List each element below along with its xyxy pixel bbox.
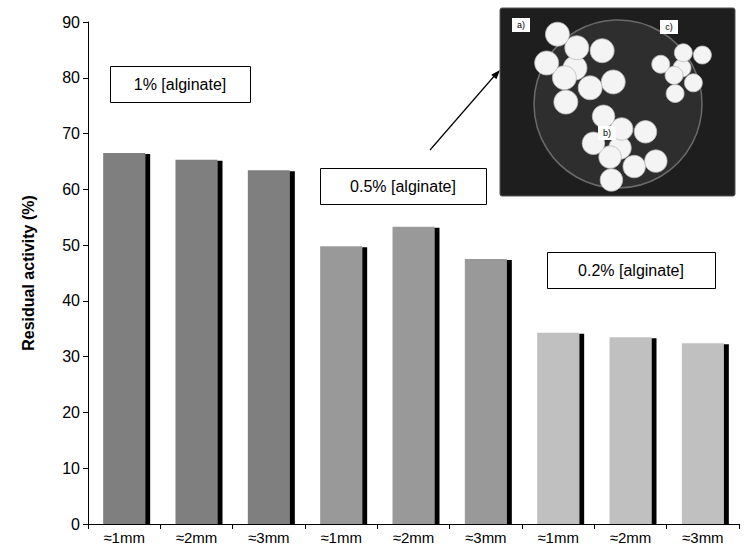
svg-text:0.5% [alginate]: 0.5% [alginate] [350,178,456,195]
svg-text:30: 30 [62,348,80,365]
svg-text:0.2% [alginate]: 0.2% [alginate] [578,262,684,279]
svg-text:≈2mm: ≈2mm [393,529,435,546]
svg-text:Residual activity (%): Residual activity (%) [20,195,37,351]
svg-text:50: 50 [62,237,80,254]
svg-text:≈3mm: ≈3mm [248,529,290,546]
svg-text:10: 10 [62,460,80,477]
svg-text:80: 80 [62,69,80,86]
svg-text:≈2mm: ≈2mm [176,529,218,546]
svg-text:≈2mm: ≈2mm [610,529,652,546]
svg-text:≈3mm: ≈3mm [465,529,507,546]
svg-text:40: 40 [62,292,80,309]
svg-text:≈1mm: ≈1mm [537,529,579,546]
svg-text:a): a) [517,20,525,30]
svg-text:60: 60 [62,181,80,198]
svg-text:1% [alginate]: 1% [alginate] [134,76,227,93]
svg-text:90: 90 [62,14,80,31]
svg-text:c): c) [665,22,673,32]
svg-text:20: 20 [62,404,80,421]
svg-text:≈3mm: ≈3mm [682,529,724,546]
svg-text:70: 70 [62,125,80,142]
svg-text:≈1mm: ≈1mm [103,529,145,546]
svg-text:0: 0 [71,516,80,533]
svg-text:≈1mm: ≈1mm [320,529,362,546]
svg-text:b): b) [603,128,611,138]
